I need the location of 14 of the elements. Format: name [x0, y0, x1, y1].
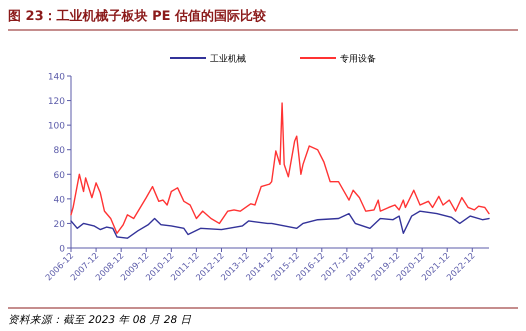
y-tick-label: 80: [54, 146, 66, 156]
y-tick-label: 140: [48, 72, 66, 82]
y-tick-label: 60: [54, 170, 66, 181]
y-tick-label: 20: [54, 220, 66, 230]
legend-label: 专用设备: [340, 54, 376, 64]
y-tick-label: 100: [48, 122, 66, 132]
y-tick-label: 0: [59, 244, 66, 254]
legend-label: 工业机械: [210, 54, 246, 64]
line-series: [70, 210, 490, 239]
y-tick-label: 40: [54, 195, 66, 206]
line-series: [70, 102, 490, 234]
text: 资料来源：截至 2023 年 08 月 28 日: [8, 314, 192, 326]
y-tick-label: 120: [48, 97, 66, 108]
chart-title: 图 23：工业机械子板块 PE 估值的国际比较: [8, 8, 268, 24]
